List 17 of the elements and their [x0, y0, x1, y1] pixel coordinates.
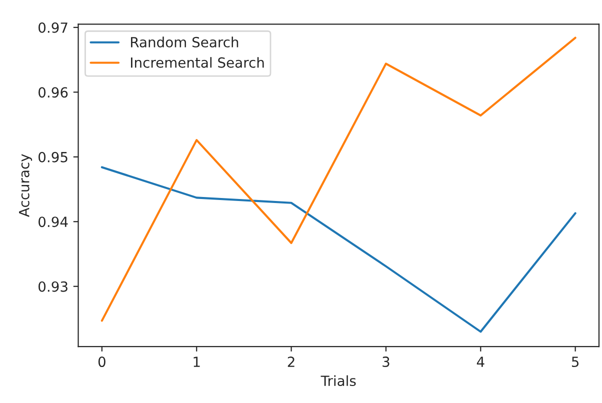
y-tick-label: 0.96: [38, 87, 68, 98]
x-tick-label: 3: [382, 356, 390, 368]
y-axis-title: Accuracy: [19, 154, 32, 217]
y-tick-label: 0.94: [38, 216, 68, 228]
x-tick-label: 0: [98, 356, 106, 368]
x-tick-label: 5: [572, 356, 579, 368]
x-tick-label: 2: [288, 356, 294, 367]
x-tick-label: 1: [194, 356, 200, 367]
x-tick-label: 4: [476, 356, 484, 367]
y-tick-label: 0.97: [38, 22, 68, 33]
legend-label: Random Search: [131, 36, 238, 48]
legend-label: Incremental Search: [131, 57, 264, 68]
y-tick-label: 0.95: [38, 152, 68, 162]
y-tick-label: 0.93: [38, 281, 68, 292]
line-series: [100, 36, 576, 322]
x-axis-title: Trials: [320, 375, 356, 386]
line-series: [100, 166, 576, 333]
